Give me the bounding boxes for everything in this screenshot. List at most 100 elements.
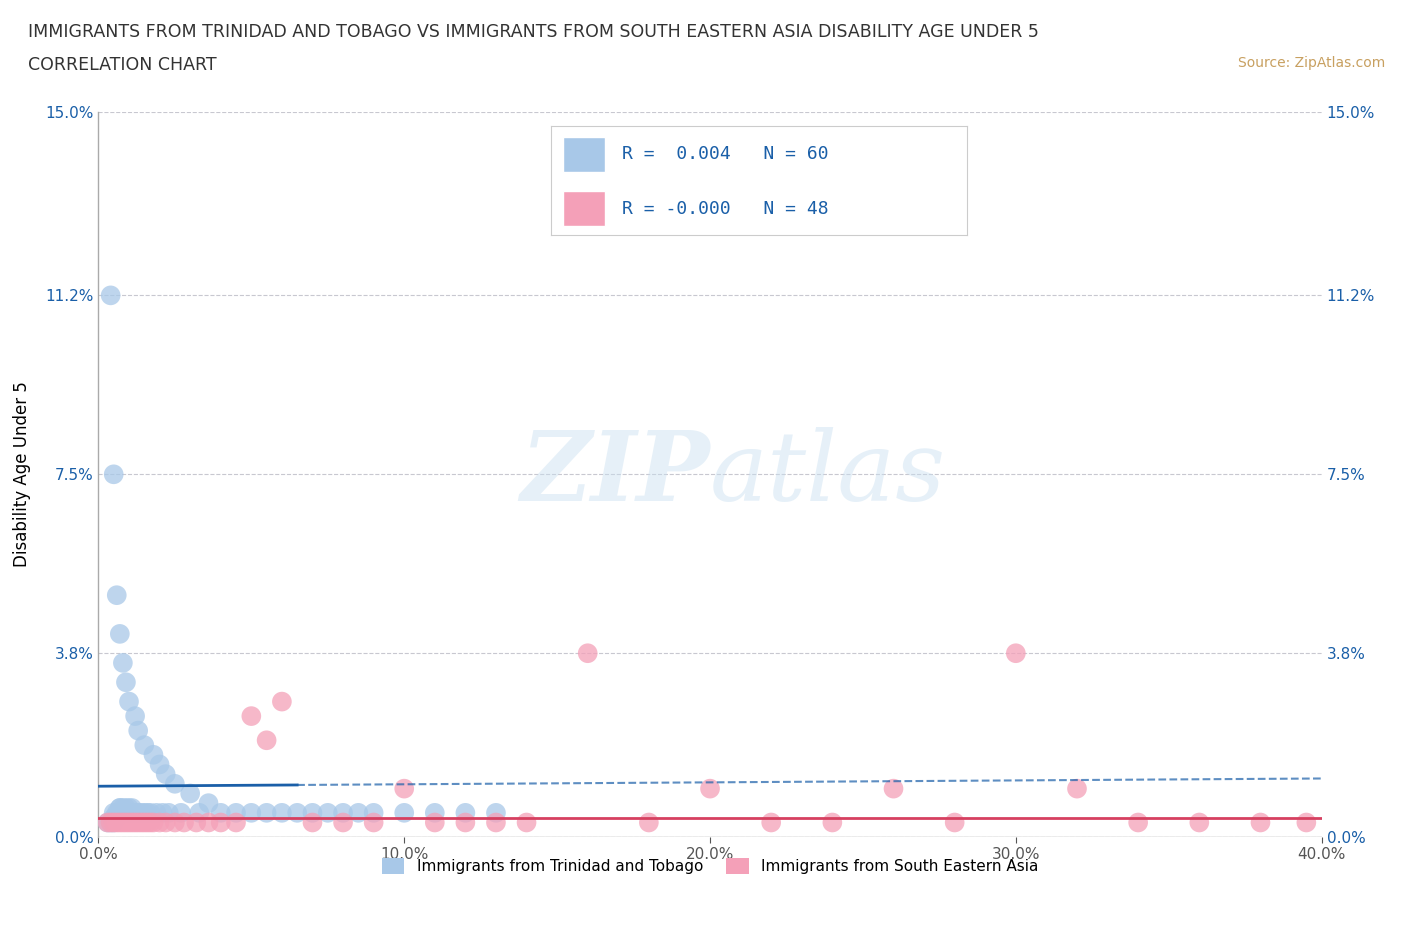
Y-axis label: Disability Age Under 5: Disability Age Under 5 — [13, 381, 31, 567]
Point — [576, 645, 599, 660]
Point — [118, 805, 141, 820]
Point — [111, 815, 134, 830]
Point — [197, 815, 219, 830]
Point — [1188, 815, 1211, 830]
Point — [454, 815, 477, 830]
Point — [103, 467, 125, 482]
Point — [270, 694, 292, 709]
Point — [163, 815, 186, 830]
Point — [155, 815, 177, 830]
Point — [301, 805, 323, 820]
Point — [103, 805, 125, 820]
Point — [108, 805, 131, 820]
Text: CORRELATION CHART: CORRELATION CHART — [28, 56, 217, 73]
Point — [100, 288, 122, 303]
Point — [1249, 815, 1271, 830]
Point — [485, 805, 508, 820]
Point — [134, 805, 156, 820]
Point — [637, 815, 661, 830]
Text: ZIP: ZIP — [520, 427, 710, 522]
Point — [699, 781, 721, 796]
Point — [97, 815, 120, 830]
Point — [139, 805, 162, 820]
Point — [121, 805, 143, 820]
Point — [115, 815, 138, 830]
Point — [883, 781, 905, 796]
Point — [423, 805, 446, 820]
Point — [163, 777, 186, 791]
Point — [225, 815, 247, 830]
Point — [100, 815, 122, 830]
Point — [118, 801, 141, 816]
Point — [103, 810, 125, 825]
Point — [105, 805, 128, 820]
Point — [347, 805, 370, 820]
Point — [454, 805, 477, 820]
Text: Source: ZipAtlas.com: Source: ZipAtlas.com — [1237, 56, 1385, 70]
Point — [121, 801, 143, 816]
Point — [1066, 781, 1088, 796]
Point — [363, 815, 385, 830]
Point — [115, 805, 138, 820]
Point — [124, 709, 146, 724]
Point — [821, 815, 844, 830]
Point — [142, 815, 165, 830]
Point — [124, 815, 146, 830]
Point — [108, 627, 131, 642]
Point — [157, 805, 180, 820]
Point — [285, 805, 308, 820]
Point — [97, 815, 120, 830]
Point — [1128, 815, 1150, 830]
Text: IMMIGRANTS FROM TRINIDAD AND TOBAGO VS IMMIGRANTS FROM SOUTH EASTERN ASIA DISABI: IMMIGRANTS FROM TRINIDAD AND TOBAGO VS I… — [28, 23, 1039, 41]
Point — [118, 694, 141, 709]
Point — [149, 757, 172, 772]
Point — [759, 815, 782, 830]
Point — [108, 801, 131, 816]
Point — [173, 815, 195, 830]
Point — [197, 796, 219, 811]
Point — [1004, 645, 1026, 660]
Point — [111, 805, 134, 820]
Point — [188, 805, 211, 820]
Point — [170, 805, 193, 820]
Point — [155, 766, 177, 781]
Point — [240, 709, 263, 724]
Point — [139, 815, 162, 830]
Point — [186, 815, 208, 830]
Point — [152, 805, 174, 820]
Point — [121, 815, 143, 830]
Point — [485, 815, 508, 830]
Point — [105, 815, 128, 830]
Point — [516, 815, 538, 830]
Point — [332, 805, 354, 820]
Point — [103, 815, 125, 830]
Point — [240, 805, 263, 820]
Point — [127, 724, 149, 738]
Point — [256, 733, 278, 748]
Point — [115, 675, 138, 690]
Point — [105, 588, 128, 603]
Point — [256, 805, 278, 820]
Point — [127, 815, 149, 830]
Point — [108, 801, 131, 816]
Point — [136, 805, 159, 820]
Point — [105, 810, 128, 825]
Point — [103, 815, 125, 830]
Point — [129, 805, 152, 820]
Point — [316, 805, 339, 820]
Point — [179, 786, 201, 801]
Point — [209, 815, 232, 830]
Text: atlas: atlas — [710, 427, 946, 522]
Point — [145, 805, 167, 820]
Point — [142, 748, 165, 763]
Point — [209, 805, 232, 820]
Point — [108, 815, 131, 830]
Point — [129, 815, 152, 830]
Point — [392, 781, 416, 796]
Point — [392, 805, 416, 820]
Point — [124, 805, 146, 820]
Point — [111, 656, 134, 671]
Point — [115, 801, 138, 816]
Point — [111, 801, 134, 816]
Point — [270, 805, 292, 820]
